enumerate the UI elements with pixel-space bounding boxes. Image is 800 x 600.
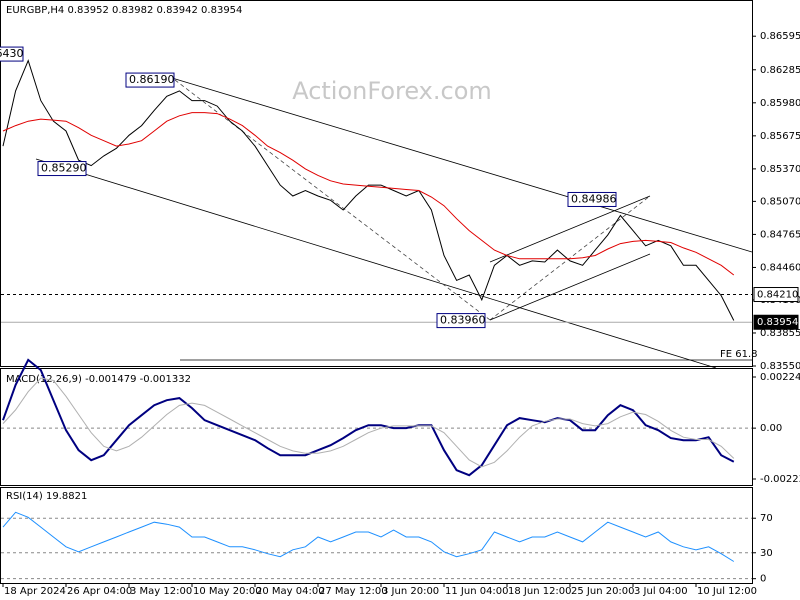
y-tick-label: 0.83855 [760, 328, 800, 339]
annotation-label: 0.83960 [440, 314, 486, 327]
x-tick-label: 10 Jul 12:00 [697, 586, 757, 597]
channel-lower [35, 158, 717, 369]
annotation-box [567, 191, 617, 207]
y-tick-label: 0.86595 [760, 31, 800, 42]
y-tick-label: 0.84460 [760, 262, 800, 273]
y-tick-label: -0.002236 [760, 474, 800, 485]
y-tick-label: 0.85980 [760, 98, 800, 109]
rsi-frame [0, 487, 753, 584]
y-tick-label: 0.84765 [760, 229, 800, 240]
x-tick-label: 3 May 12:00 [130, 586, 192, 597]
small-channel [489, 195, 651, 263]
x-tick-label: 10 May 20:00 [193, 586, 262, 597]
y-tick-label: 0.85675 [760, 131, 800, 142]
fib-line [489, 195, 651, 321]
y-tick-label: 70 [760, 513, 773, 524]
annotation-label: 0.85290 [41, 162, 87, 175]
series-line [2, 377, 735, 468]
price-box [753, 314, 799, 330]
annotation-box [125, 72, 175, 88]
series-line [2, 511, 735, 562]
x-tick-label: 26 Apr 04:00 [67, 586, 132, 597]
annotation-label: 0.86190 [129, 73, 175, 86]
price-box [753, 287, 799, 303]
annotation-label: 0.86430 [0, 47, 24, 60]
small-channel [489, 253, 651, 321]
series-line [2, 112, 735, 276]
y-tick-label: 0.85370 [760, 164, 800, 175]
series-line [2, 59, 735, 321]
x-tick-label: 18 Jun 12:00 [508, 586, 572, 597]
x-tick-label: 18 Apr 2024 [4, 586, 66, 597]
fib-line [174, 79, 491, 321]
x-tick-label: 3 Jul 04:00 [634, 586, 688, 597]
rsi-title: RSI(14) 19.8821 [6, 491, 87, 502]
annotation-label: 0.84986 [571, 192, 617, 205]
macd-title: MACD(12,26,9) -0.001479 -0.001332 [6, 374, 191, 385]
fe-label: FE 61.8 [720, 349, 758, 360]
y-tick-label: 30 [760, 548, 773, 559]
annotation-box [436, 313, 486, 329]
annotation-box [37, 161, 87, 177]
y-tick-label: 0.002248 [760, 372, 800, 383]
y-tick-label: 0 [760, 574, 766, 585]
y-tick-label: 0.83550 [760, 361, 800, 372]
x-tick-label: 11 Jun 04:00 [445, 586, 509, 597]
x-tick-label: 25 Jun 20:00 [571, 586, 635, 597]
y-tick-label: 0.85070 [760, 196, 800, 207]
macd-frame [0, 368, 753, 486]
price-frame [0, 0, 753, 367]
y-tick-label: 0.00 [760, 423, 782, 434]
price-title: EURGBP,H4 0.83952 0.83982 0.83942 0.8395… [6, 5, 242, 16]
price-box-label: 0.84210 [757, 290, 798, 301]
channel-upper [171, 77, 753, 253]
annotation-box [0, 46, 24, 62]
x-tick-label: 27 May 12:00 [319, 586, 388, 597]
series-line [2, 358, 735, 477]
x-tick-label: 3 Jun 20:00 [382, 586, 439, 597]
y-tick-label: 0.86285 [760, 65, 800, 76]
watermark: ActionForex.com [292, 77, 492, 105]
x-tick-label: 20 May 04:00 [256, 586, 325, 597]
price-box-label: 0.83954 [757, 317, 798, 328]
